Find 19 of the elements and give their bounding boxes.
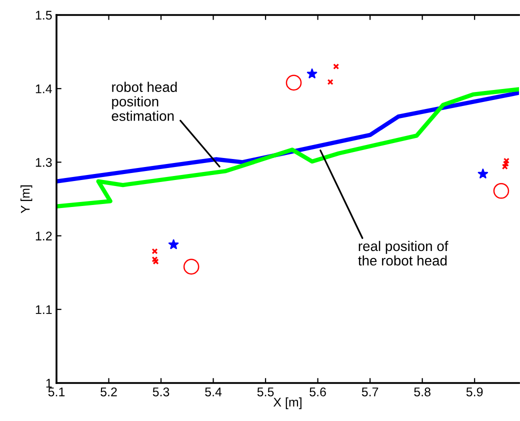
y-tick-label: 1.1	[36, 305, 52, 314]
annotation: robot head position estimation	[112, 82, 177, 121]
x-tick-label: 5.8	[414, 387, 430, 396]
y-tick-label: 1.2	[36, 232, 52, 240]
y-tick-label: 1.3	[36, 158, 52, 167]
annotation: real position of the robot head	[358, 240, 448, 266]
x-tick-label: 5.6	[310, 387, 326, 396]
x-tick-label: 5.1	[48, 388, 65, 396]
y-tick-label: 1.4	[36, 84, 52, 94]
x-tick-label: 5.4	[205, 388, 222, 396]
x-tick-label: 5.5	[257, 388, 274, 396]
x-tick-label: 5.2	[100, 387, 117, 396]
y-tick-label: 1.5	[36, 10, 52, 20]
x-tick-label: 5.7	[362, 388, 378, 396]
x-axis-title: X [m]	[273, 397, 302, 410]
y-axis-title: Y [m]	[20, 185, 32, 214]
x-tick-label: 5.3	[152, 387, 170, 396]
y-tick-label: 1	[46, 378, 52, 388]
x-tick-label: 5.9	[466, 387, 483, 396]
